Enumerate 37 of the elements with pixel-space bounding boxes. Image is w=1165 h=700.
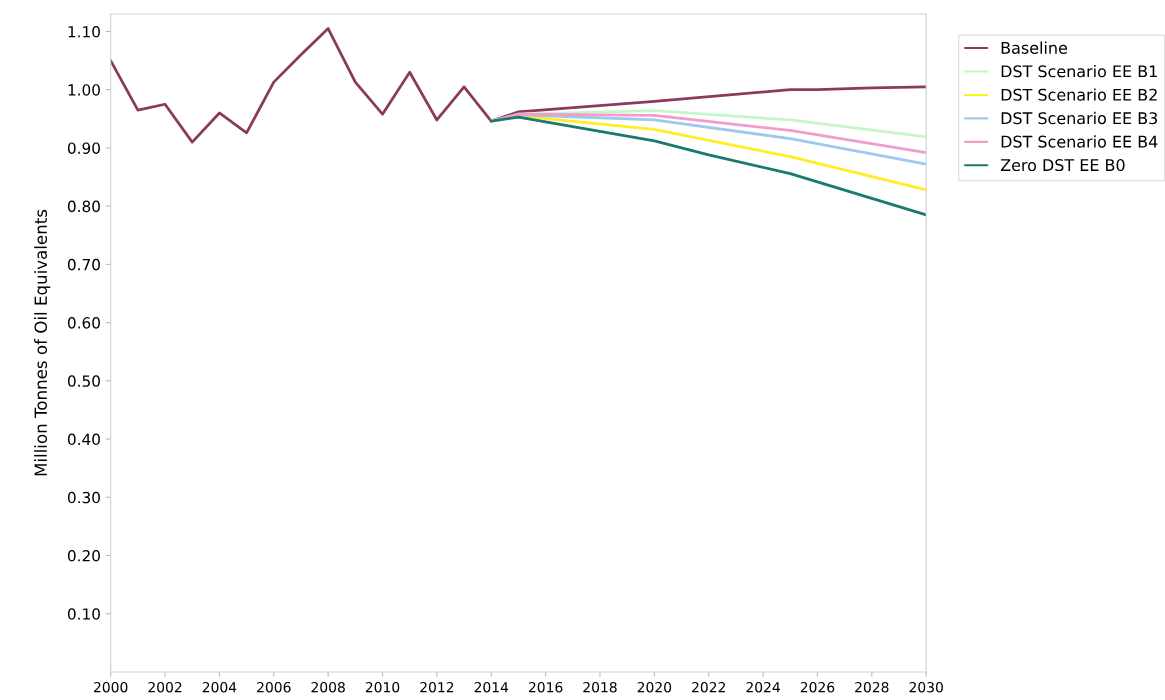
x-tick-label: 2014 [474, 681, 509, 693]
line-series [489, 115, 927, 217]
x-tick-label: 2012 [420, 681, 454, 693]
x-tick-label: 2030 [909, 681, 943, 693]
x-tick-label: 2000 [94, 681, 128, 693]
legend-label: DST Scenario EE B3 [1001, 111, 1158, 125]
x-tick-label: 2008 [311, 681, 345, 693]
y-axis-title: Million Tonnes of Oil Equivalents [34, 209, 51, 476]
y-tick-label: 1.10 [68, 25, 100, 38]
legend-label: DST Scenario EE B4 [1001, 135, 1158, 148]
x-tick-label: 2020 [637, 681, 672, 693]
y-tick-label: 0.60 [67, 317, 100, 329]
line-series [110, 27, 927, 144]
x-tick-label: 2004 [202, 681, 237, 693]
x-tick-label: 2028 [855, 681, 889, 693]
y-tick-label: 0.50 [67, 375, 100, 387]
y-tick-label: 0.90 [67, 142, 100, 154]
x-tick-label: 2024 [746, 681, 780, 693]
legend-label: DST Scenario EE B1 [1001, 64, 1157, 78]
y-tick-label: 0.70 [67, 258, 100, 271]
y-tick-label: 0.80 [67, 200, 100, 213]
legend-label: Baseline [1001, 41, 1068, 54]
y-tick-label: 1.00 [68, 84, 100, 96]
x-tick-label: 2006 [257, 681, 291, 693]
y-tick-label: 0.40 [67, 433, 100, 446]
x-tick-label: 2022 [692, 681, 725, 693]
y-tick-label: 0.10 [67, 608, 100, 620]
legend-label: DST Scenario EE B2 [1001, 88, 1157, 101]
y-tick-label: 0.30 [67, 491, 100, 504]
legend-label: Zero DST EE B0 [1000, 159, 1125, 172]
x-tick-label: 2018 [583, 681, 617, 693]
x-tick-label: 2016 [528, 681, 563, 693]
x-tick-label: 2026 [800, 681, 835, 693]
line-series [489, 112, 927, 154]
x-tick-label: 2010 [365, 681, 400, 693]
y-tick-label: 0.20 [67, 550, 100, 562]
x-tick-label: 2002 [148, 681, 182, 693]
